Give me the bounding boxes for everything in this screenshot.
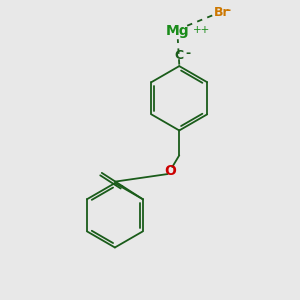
Text: ++: ++ (193, 25, 210, 34)
Text: -: - (186, 47, 191, 60)
Text: O: O (164, 164, 176, 178)
Text: Br: Br (214, 6, 230, 19)
Text: Mg: Mg (166, 24, 190, 38)
Text: -: - (226, 4, 231, 17)
Text: C: C (175, 49, 184, 62)
